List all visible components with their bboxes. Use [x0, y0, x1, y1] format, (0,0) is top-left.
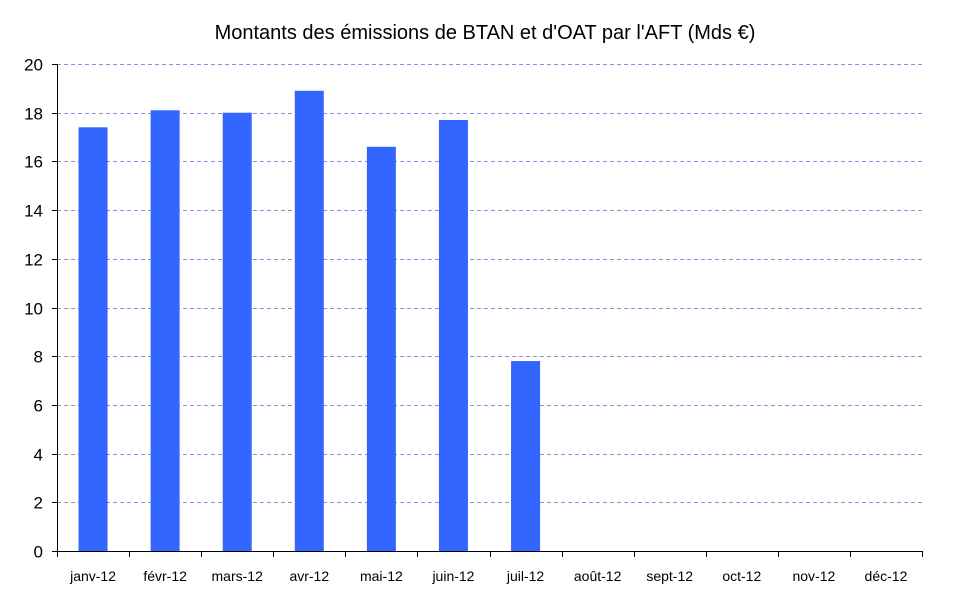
x-tick-label: déc-12: [865, 568, 908, 584]
axes: [52, 64, 923, 557]
bars: [78, 90, 541, 552]
x-tick-label: janv-12: [69, 568, 116, 584]
x-tick-label: févr-12: [143, 568, 187, 584]
x-tick-label: oct-12: [722, 568, 761, 584]
y-tick-label: 18: [24, 105, 43, 124]
chart-title: Montants des émissions de BTAN et d'OAT …: [214, 22, 756, 44]
bar: [150, 110, 180, 551]
y-tick-label: 0: [34, 543, 43, 562]
bar: [222, 112, 252, 551]
x-tick-label: mai-12: [360, 568, 403, 584]
y-tick-label: 16: [24, 153, 43, 172]
x-tick-label: juil-12: [506, 568, 545, 584]
y-tick-label: 12: [24, 251, 43, 270]
y-tick-label: 20: [24, 56, 43, 75]
y-tick-label: 8: [34, 348, 43, 367]
x-tick-label: sept-12: [646, 568, 693, 584]
x-tick-label: août-12: [574, 568, 622, 584]
y-tick-label: 10: [24, 300, 43, 319]
y-tick-label: 6: [34, 397, 43, 416]
bar: [366, 146, 396, 552]
x-tick-label: mars-12: [212, 568, 264, 584]
y-tick-label: 4: [34, 446, 43, 465]
bar: [511, 361, 541, 551]
y-tick-label: 2: [34, 494, 43, 513]
x-tick-label: nov-12: [792, 568, 835, 584]
bar: [294, 90, 324, 551]
x-tick-labels: janv-12 févr-12 mars-12 avr-12 mai-12 juin-12…: [69, 568, 907, 584]
bar: [438, 120, 468, 551]
x-tick-label: avr-12: [289, 568, 329, 584]
bar: [78, 127, 108, 551]
y-tick-labels: 0 2 4 6 8 10 12 14 16 18 20: [24, 56, 43, 562]
y-tick-label: 14: [24, 202, 43, 221]
x-tick-label: juin-12: [431, 568, 474, 584]
gridlines: [57, 64, 922, 503]
